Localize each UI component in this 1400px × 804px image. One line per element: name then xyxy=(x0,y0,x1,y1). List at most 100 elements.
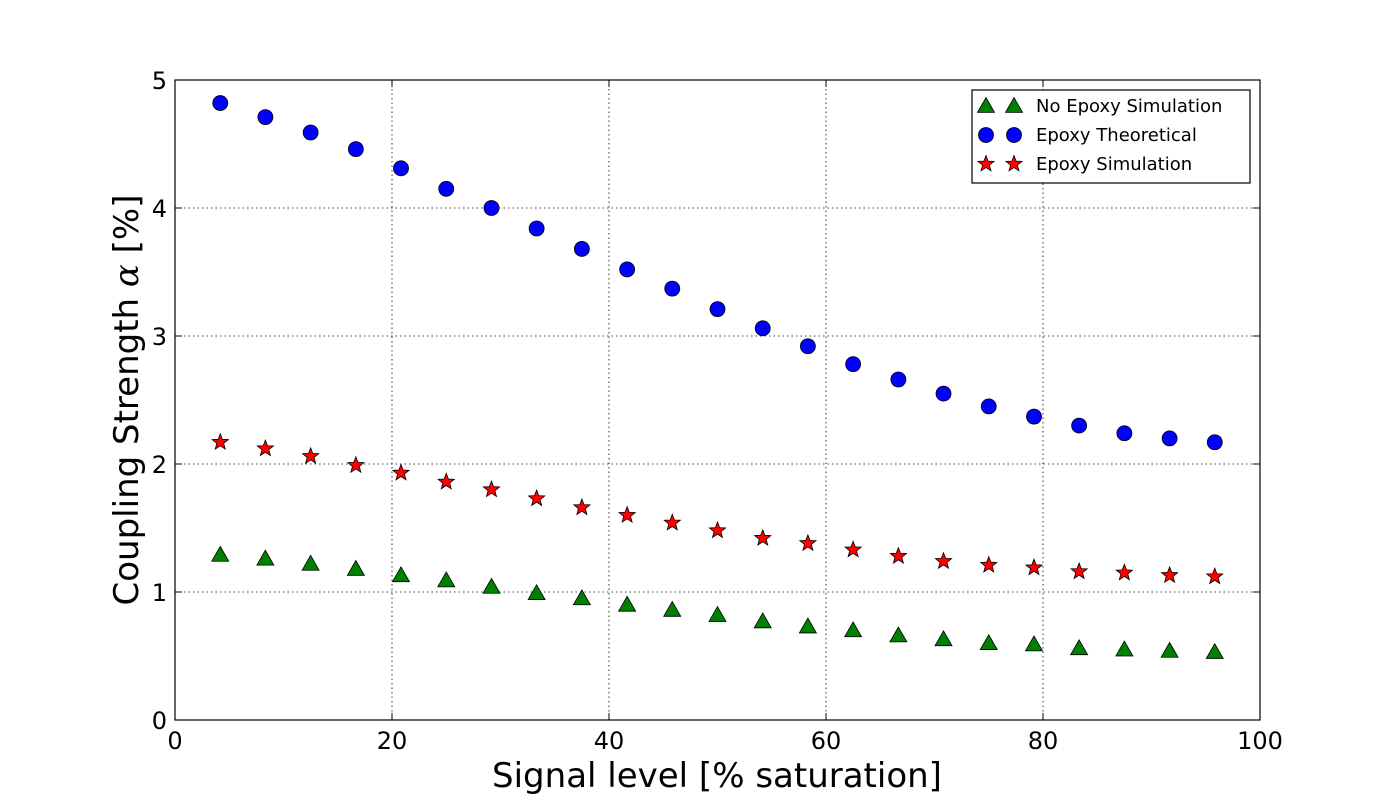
legend-marker-epoxy-theoretical xyxy=(1006,127,1022,143)
star-marker-epoxy-simulation xyxy=(934,551,953,570)
triangle-marker-no-epoxy-simulation xyxy=(753,612,772,629)
circle-marker-epoxy-theoretical xyxy=(935,385,952,402)
star-marker-epoxy-simulation xyxy=(979,555,998,573)
triangle-marker-no-epoxy-simulation xyxy=(1160,641,1179,658)
y-tick-label: 2 xyxy=(152,451,167,479)
triangle-marker-no-epoxy-simulation xyxy=(708,605,727,622)
star-marker-epoxy-simulation xyxy=(482,479,501,498)
x-tick-label: 40 xyxy=(594,727,625,755)
x-tick-label: 60 xyxy=(811,727,842,755)
star-marker-epoxy-simulation xyxy=(527,488,546,507)
circle-marker-epoxy-theoretical xyxy=(845,356,862,373)
circle-marker-epoxy-theoretical xyxy=(1161,430,1178,447)
circle-marker-epoxy-theoretical xyxy=(483,200,500,216)
triangle-marker-no-epoxy-simulation xyxy=(798,617,818,634)
star-marker-epoxy-simulation xyxy=(301,446,320,465)
triangle-marker-no-epoxy-simulation xyxy=(346,559,366,576)
triangle-marker-no-epoxy-simulation xyxy=(211,545,230,562)
legend-markers xyxy=(976,96,1024,172)
legend-marker-epoxy-theoretical xyxy=(978,127,994,143)
star-marker-epoxy-simulation xyxy=(663,513,682,531)
circle-marker-epoxy-theoretical xyxy=(664,280,681,297)
x-axis-title: Signal level [% saturation] xyxy=(492,756,942,796)
star-marker-epoxy-simulation xyxy=(708,520,727,539)
y-tick-label: 5 xyxy=(152,67,167,95)
x-tick-label: 20 xyxy=(377,727,408,755)
legend-marker-no-epoxy-simulation xyxy=(1004,96,1024,113)
circle-marker-epoxy-theoretical xyxy=(619,261,636,278)
legend: No Epoxy Simulation Epoxy Theoretical Ep… xyxy=(971,89,1251,184)
plot-frame xyxy=(174,79,1261,721)
legend-marker-no-epoxy-simulation xyxy=(976,96,996,113)
circle-marker-epoxy-theoretical xyxy=(1071,417,1088,434)
star-marker-epoxy-simulation xyxy=(617,505,637,523)
triangle-marker-no-epoxy-simulation xyxy=(934,630,953,647)
circle-marker-epoxy-theoretical xyxy=(438,180,455,197)
circle-marker-epoxy-theoretical xyxy=(980,398,997,415)
y-tick-label: 3 xyxy=(152,323,167,351)
star-marker-epoxy-simulation xyxy=(1024,558,1044,576)
circle-marker-epoxy-theoretical xyxy=(393,160,409,177)
y-tick-label: 0 xyxy=(152,707,167,735)
x-tick-label: 80 xyxy=(1028,727,1059,755)
y-tick-label: 4 xyxy=(152,195,167,223)
triangle-marker-no-epoxy-simulation xyxy=(527,583,546,601)
legend-marker-epoxy-simulation xyxy=(1004,154,1024,172)
y-axis-title-suffix: [%] xyxy=(107,194,147,264)
triangle-marker-no-epoxy-simulation xyxy=(1205,642,1224,659)
legend-label-epoxy-simulation: Epoxy Simulation xyxy=(1036,154,1192,175)
star-marker-epoxy-simulation xyxy=(1115,563,1134,581)
circle-marker-epoxy-theoretical xyxy=(799,338,816,355)
circle-marker-epoxy-theoretical xyxy=(1116,425,1133,442)
triangle-marker-no-epoxy-simulation xyxy=(979,633,998,650)
circle-marker-epoxy-theoretical xyxy=(212,95,229,111)
star-marker-epoxy-simulation xyxy=(753,528,772,547)
star-marker-epoxy-simulation xyxy=(798,533,818,552)
circle-marker-epoxy-theoretical xyxy=(573,241,590,257)
triangle-marker-no-epoxy-simulation xyxy=(572,589,592,606)
circle-marker-epoxy-theoretical xyxy=(257,109,274,126)
star-marker-epoxy-simulation xyxy=(572,497,592,516)
triangle-marker-no-epoxy-simulation xyxy=(617,595,637,612)
triangle-marker-no-epoxy-simulation xyxy=(1024,635,1044,652)
triangle-marker-no-epoxy-simulation xyxy=(437,571,456,588)
series-epoxy-theoretical xyxy=(212,95,1223,451)
y-axis-title-prefix: Coupling Strength xyxy=(107,287,147,605)
triangle-marker-no-epoxy-simulation xyxy=(663,600,682,617)
circle-marker-epoxy-theoretical xyxy=(890,371,907,388)
star-marker-epoxy-simulation xyxy=(437,472,456,490)
series-no-epoxy-simulation xyxy=(211,545,1224,659)
circle-marker-epoxy-theoretical xyxy=(1026,408,1042,425)
legend-label-no-epoxy-simulation: No Epoxy Simulation xyxy=(1036,96,1222,117)
star-marker-epoxy-simulation xyxy=(1205,567,1224,585)
series-epoxy-simulation xyxy=(211,432,1224,585)
triangle-marker-no-epoxy-simulation xyxy=(256,549,275,566)
y-axis-title: Coupling Strength α [%] xyxy=(107,194,147,605)
star-marker-epoxy-simulation xyxy=(843,540,863,558)
circle-marker-epoxy-theoretical xyxy=(1206,434,1223,451)
triangle-marker-no-epoxy-simulation xyxy=(889,626,908,643)
star-marker-epoxy-simulation xyxy=(391,463,411,481)
star-marker-epoxy-simulation xyxy=(211,432,230,451)
triangle-marker-no-epoxy-simulation xyxy=(1069,639,1089,656)
tick-layer: 0 20 40 60 80 100 0 1 2 3 4 5 xyxy=(152,67,1283,755)
star-marker-epoxy-simulation xyxy=(1069,561,1089,580)
x-tick-label: 0 xyxy=(167,727,182,755)
circle-marker-epoxy-theoretical xyxy=(347,141,364,158)
star-marker-epoxy-simulation xyxy=(346,455,366,474)
circle-marker-epoxy-theoretical xyxy=(302,124,319,141)
x-tick-label: 100 xyxy=(1237,727,1283,755)
y-axis-title-symbol: α xyxy=(107,264,147,287)
triangle-marker-no-epoxy-simulation xyxy=(482,577,501,594)
triangle-marker-no-epoxy-simulation xyxy=(301,554,320,571)
legend-label-epoxy-theoretical: Epoxy Theoretical xyxy=(1036,125,1197,146)
circle-marker-epoxy-theoretical xyxy=(709,301,726,318)
y-tick-label: 1 xyxy=(152,579,167,607)
star-marker-epoxy-simulation xyxy=(889,546,908,564)
star-marker-epoxy-simulation xyxy=(1160,565,1179,584)
triangle-marker-no-epoxy-simulation xyxy=(391,566,411,583)
triangle-marker-no-epoxy-simulation xyxy=(1115,640,1134,657)
data-layer xyxy=(211,95,1224,659)
